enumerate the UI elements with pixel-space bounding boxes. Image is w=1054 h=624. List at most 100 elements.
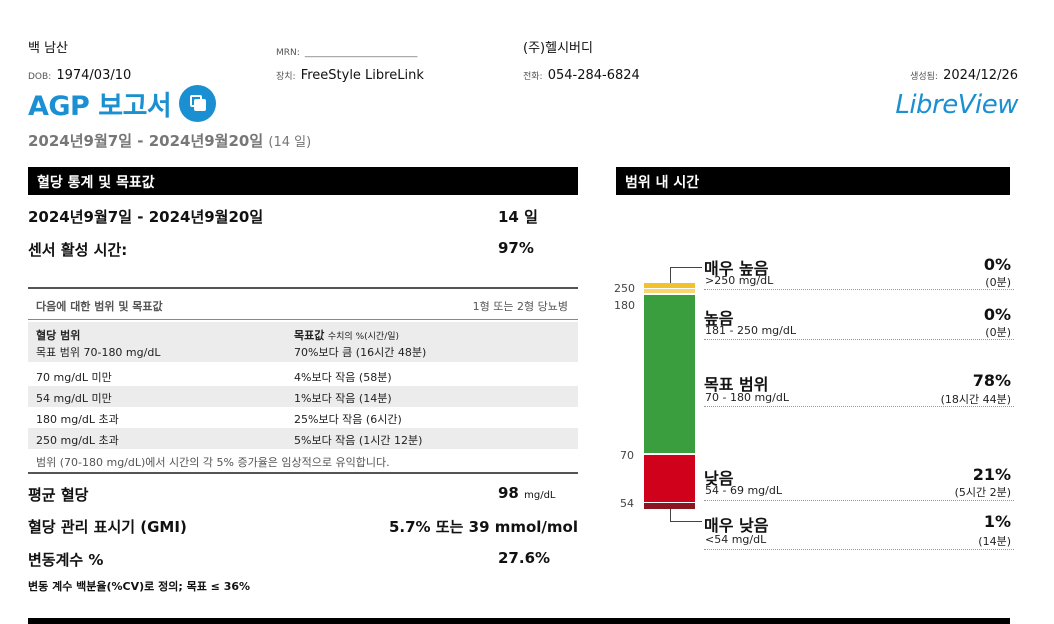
band-very-high-time: (0분) [985,276,1011,289]
band-very-high-name: 매우 높음 [704,259,769,278]
bar-low [644,455,695,502]
band-low-time: (5시간 2분) [954,486,1011,499]
sensor-label: 센서 활성 시간: [28,241,128,259]
stats-section-header: 혈당 통계 및 목표값 [28,167,578,195]
dob-field: DOB: 1974/03/10 [28,64,131,83]
col-target-sub: 수치의 %(시간/일) [327,332,400,342]
table-row-target: 4%보다 작음 (58분) [294,371,392,384]
targets-bottom-divider [28,472,578,474]
generated-field: 생성됨: 2024/12/26 [910,64,1018,83]
band-divider [704,339,1014,340]
band-low-pct: 21% [972,465,1011,484]
bar-target [644,295,695,453]
band-divider [704,289,1014,290]
table-row-range: 180 mg/dL 초과 [36,413,119,426]
band-high-range: 181 - 250 mg/dL [705,324,796,337]
date-range-days: (14 일) [268,135,312,150]
band-very-high-pct: 0% [983,255,1011,274]
table-row-range: 목표 범위 70-180 mg/dL [36,346,161,359]
table-row-target: 70%보다 큼 (16시간 48분) [294,346,427,359]
cv-label: 변동계수 % [28,551,104,569]
dob-label: DOB: [28,72,52,82]
band-high-name: 높음 [704,309,734,328]
axis-tick-70: 70 [620,449,634,462]
libreview-logo: LibreView [895,90,1018,120]
table-row-target: 25%보다 작음 (6시간) [294,413,402,426]
gmi-value: 5.7% 또는 39 mmol/mol [388,518,578,536]
avg-glucose-value: 98 mg/dL [498,484,556,502]
table-row-target: 1%보다 작음 (14분) [294,392,392,405]
band-very-low-time: (14분) [978,535,1011,548]
band-target-name: 목표 범위 [704,375,769,394]
axis-tick-180: 180 [614,299,635,312]
page-bottom-rule [28,618,1010,624]
mrn-value: _________________________ [304,48,418,58]
device-label: 장치: [276,72,296,82]
table-row-range: 70 mg/dL 미만 [36,371,112,384]
generated-value: 2024/12/26 [943,68,1018,83]
sensor-value: 97% [498,239,534,257]
axis-tick-250: 250 [614,282,635,295]
table-row: 54 mg/dL 미만 1%보다 작음 (14분) [28,386,578,407]
phone-label: 전화: [523,72,543,82]
cv-value: 27.6% [498,549,551,567]
patient-name: 백 남산 [28,41,69,56]
table-row-range: 54 mg/dL 미만 [36,392,112,405]
phone-value: 054-284-6824 [547,68,640,83]
clinic-name: (주)헬시버디 [523,41,593,56]
table-footnote: 범위 (70-180 mg/dL)에서 시간의 각 5% 증가율은 임상적으로 … [28,450,578,471]
axis-tick-54: 54 [620,497,634,510]
gmi-label: 혈당 관리 표시기 (GMI) [28,518,187,536]
table-row: 70 mg/dL 미만 4%보다 작음 (58분) [28,365,578,386]
device-field: 장치: FreeStyle LibreLink [276,64,424,83]
period-value: 14 일 [498,208,538,226]
band-divider [704,500,1014,501]
band-low-range: 54 - 69 mg/dL [705,484,782,497]
band-very-low-range: <54 mg/dL [705,533,767,546]
avg-glucose-number: 98 [498,484,519,502]
table-row: 180 mg/dL 초과 25%보다 작음 (6시간) [28,407,578,428]
band-divider [704,406,1014,407]
targets-header-divider [28,319,578,320]
cv-note: 변동 계수 백분율(%CV)로 정의; 목표 ≤ 36% [28,580,251,593]
targets-column-header: 혈당 범위 목표값 수치의 %(시간/일) 목표 범위 70-180 mg/dL… [28,322,578,362]
bar-high [644,289,695,293]
connector-very-low [670,509,702,522]
avg-glucose-unit: mg/dL [524,490,556,501]
bar-very-high [644,283,695,288]
band-very-high-range: >250 mg/dL [705,274,774,287]
band-very-low-name: 매우 낮음 [704,516,769,535]
date-range-text: 2024년9월7일 - 2024년9월20일 [28,132,264,150]
phone-field: 전화: 054-284-6824 [523,64,640,83]
band-high-time: (0분) [985,326,1011,339]
col-target-title: 목표값 [294,329,325,342]
targets-type: 1형 또는 2형 당뇨병 [472,300,568,313]
tir-section-header: 범위 내 시간 [616,167,1010,195]
generated-label: 생성됨: [910,72,938,82]
page-title: AGP 보고서 [28,91,172,122]
avg-glucose-label: 평균 혈당 [28,486,89,504]
mrn-label: MRN: [276,48,300,58]
targets-title: 다음에 대한 범위 및 목표값 [36,300,163,313]
bar-very-low [644,503,695,509]
band-target-time: (18시간 44분) [940,393,1011,406]
period-label: 2024년9월7일 - 2024년9월20일 [28,208,264,226]
copy-icon[interactable] [179,85,216,122]
band-divider [704,549,1014,550]
connector-very-high [670,267,702,283]
col-target-header: 목표값 수치의 %(시간/일) [294,327,399,343]
band-very-low-pct: 1% [983,512,1011,531]
band-high-pct: 0% [983,305,1011,324]
table-row-target: 5%보다 작음 (1시간 12분) [294,434,423,447]
col-range-header: 혈당 범위 [36,329,81,342]
targets-top-divider [28,287,578,289]
dob-value: 1974/03/10 [56,68,132,83]
band-target-pct: 78% [972,371,1011,390]
table-row-range: 250 mg/dL 초과 [36,434,119,447]
mrn-field: MRN: _________________________ [276,40,417,59]
footnote-text: 범위 (70-180 mg/dL)에서 시간의 각 5% 증가율은 임상적으로 … [36,456,390,469]
report-date-range: 2024년9월7일 - 2024년9월20일 (14 일) [28,130,311,151]
band-target-range: 70 - 180 mg/dL [705,391,789,404]
device-value: FreeStyle LibreLink [300,68,424,83]
table-row: 250 mg/dL 초과 5%보다 작음 (1시간 12분) [28,428,578,449]
